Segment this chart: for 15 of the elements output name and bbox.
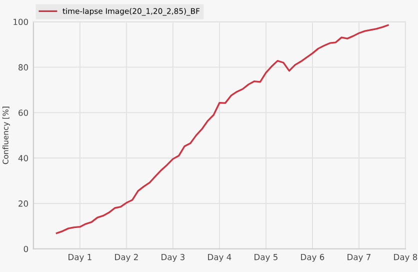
y-tick-label: 20 xyxy=(18,200,28,207)
x-tick-label: Day 4 xyxy=(208,254,232,262)
y-tick-label: 100 xyxy=(14,18,28,26)
x-tick-label: Day 5 xyxy=(254,254,278,262)
x-tick-label: Day 1 xyxy=(68,254,92,262)
y-tick-label: 40 xyxy=(18,155,28,162)
line-series xyxy=(56,24,389,234)
x-tick-label: Day 6 xyxy=(301,254,324,262)
y-tick-label: 80 xyxy=(18,64,28,70)
x-tick-label: Day 2 xyxy=(115,254,138,262)
y-tick-label: 0 xyxy=(24,246,28,252)
x-tick-label: Day 8 xyxy=(394,254,418,262)
x-tick-label: Day 7 xyxy=(348,254,370,262)
y-tick-label: 60 xyxy=(18,110,28,116)
x-tick-label: Day 3 xyxy=(162,254,184,262)
